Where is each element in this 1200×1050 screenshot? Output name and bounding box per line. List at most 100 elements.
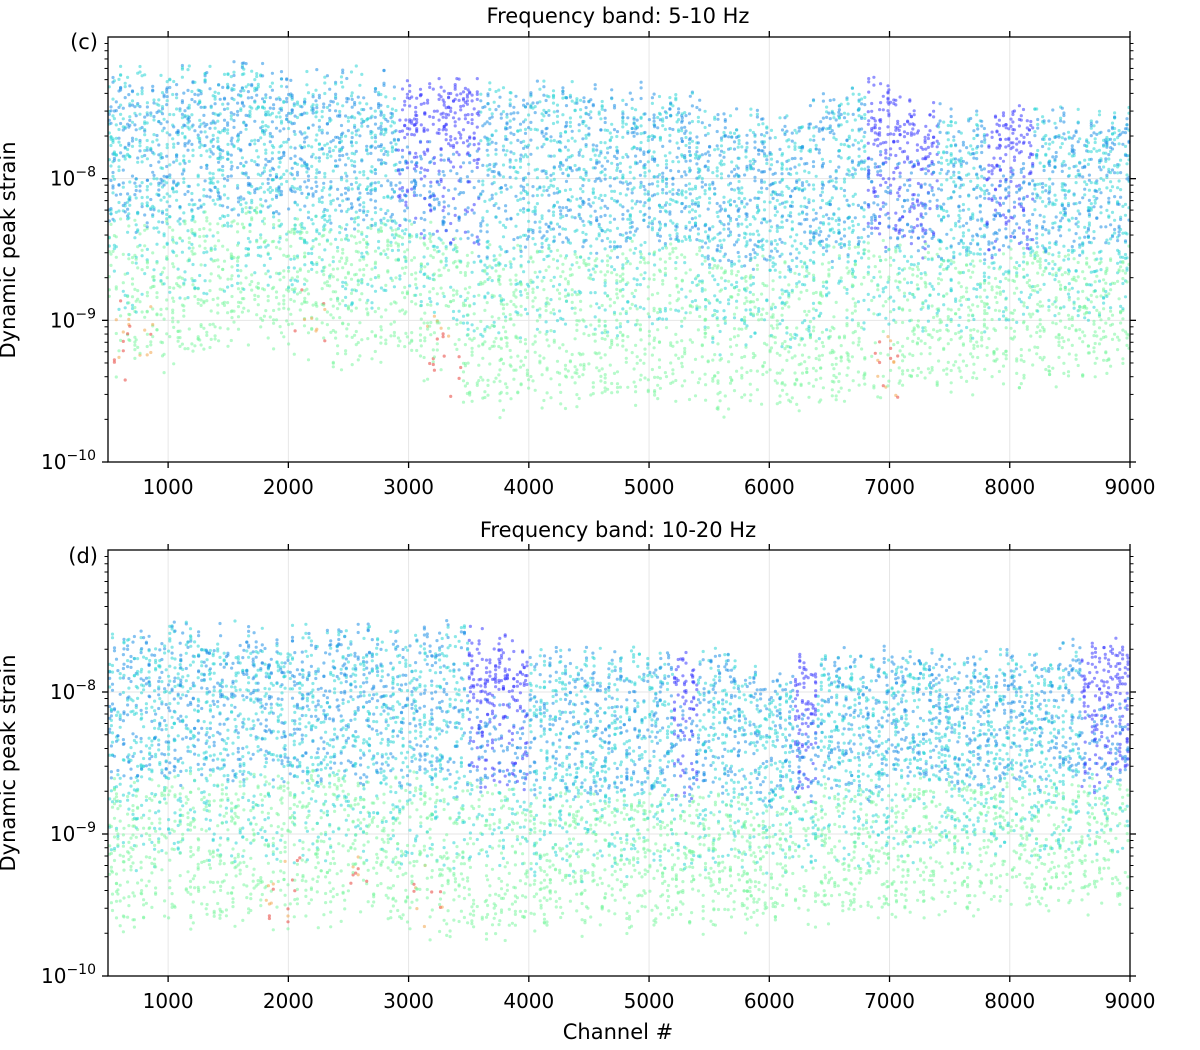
scatter-point	[408, 89, 412, 93]
scatter-point	[346, 129, 350, 133]
scatter-point	[481, 216, 485, 220]
scatter-point	[650, 353, 655, 357]
scatter-point	[226, 157, 230, 161]
scatter-point	[209, 105, 213, 110]
scatter-point	[540, 118, 544, 122]
scatter-point	[128, 104, 132, 108]
scatter-point	[370, 170, 374, 174]
scatter-point	[226, 248, 230, 252]
scatter-point	[165, 90, 169, 94]
scatter-point	[715, 249, 719, 253]
scatter-point	[523, 355, 528, 359]
scatter-point	[680, 319, 684, 323]
scatter-point	[687, 220, 692, 224]
scatter-point	[512, 246, 516, 250]
scatter-point	[606, 330, 610, 334]
scatter-point	[183, 109, 187, 113]
scatter-point	[295, 275, 300, 279]
scatter-point	[322, 303, 326, 307]
scatter-point	[591, 267, 595, 271]
scatter-point	[566, 282, 570, 286]
scatter-point	[597, 232, 601, 236]
scatter-point	[459, 321, 463, 325]
scatter-point	[463, 361, 467, 366]
scatter-point	[457, 131, 461, 135]
scatter-point	[274, 172, 279, 177]
scatter-point	[544, 132, 548, 136]
scatter-point	[346, 270, 350, 274]
scatter-point	[428, 324, 432, 328]
scatter-point	[675, 255, 679, 260]
scatter-point	[477, 113, 481, 117]
scatter-point	[459, 136, 463, 140]
scatter-point	[213, 90, 217, 94]
scatter-point	[706, 132, 710, 136]
scatter-point	[377, 126, 381, 130]
scatter-point	[354, 306, 358, 310]
scatter-point	[603, 308, 607, 312]
scatter-point	[259, 197, 263, 201]
scatter-point	[315, 317, 319, 321]
scatter-point	[664, 326, 669, 330]
scatter-point	[314, 156, 318, 160]
scatter-point	[145, 353, 149, 357]
scatter-point	[449, 135, 453, 139]
scatter-point	[538, 87, 542, 91]
scatter-point	[160, 166, 165, 170]
scatter-point	[497, 279, 501, 284]
scatter-point	[470, 93, 474, 97]
scatter-point	[589, 204, 593, 208]
scatter-point	[680, 116, 684, 120]
scatter-point	[635, 118, 639, 122]
scatter-point	[642, 307, 646, 311]
scatter-point	[405, 161, 409, 165]
scatter-point	[272, 178, 276, 182]
scatter-point	[240, 207, 244, 211]
scatter-point	[365, 213, 369, 217]
scatter-point	[508, 160, 512, 164]
scatter-point	[570, 306, 574, 310]
scatter-point	[551, 93, 556, 97]
scatter-point	[587, 256, 591, 260]
scatter-point	[535, 285, 540, 289]
scatter-point	[366, 298, 370, 302]
scatter-point	[193, 286, 197, 290]
scatter-point	[143, 223, 147, 228]
scatter-point	[428, 140, 432, 144]
scatter-point	[634, 288, 638, 293]
scatter-point	[481, 183, 485, 187]
scatter-point	[149, 343, 153, 347]
scatter-point	[638, 260, 643, 264]
scatter-point	[394, 228, 398, 232]
scatter-point	[488, 243, 492, 247]
scatter-point	[155, 177, 159, 181]
scatter-point	[266, 283, 270, 287]
scatter-point	[621, 272, 625, 276]
scatter-point	[213, 121, 217, 125]
scatter-point	[465, 321, 469, 325]
scatter-point	[394, 258, 398, 262]
scatter-point	[477, 147, 481, 151]
scatter-point	[492, 254, 496, 258]
scatter-point	[331, 316, 335, 320]
scatter-point	[403, 124, 407, 128]
scatter-point	[202, 234, 206, 238]
scatter-point	[597, 369, 601, 373]
scatter-point	[279, 331, 284, 335]
scatter-point	[400, 148, 405, 152]
scatter-point	[213, 259, 217, 263]
scatter-point	[300, 146, 304, 150]
scatter-point	[635, 361, 639, 365]
scatter-point	[176, 129, 180, 133]
scatter-point	[653, 336, 657, 340]
scatter-point	[400, 168, 405, 172]
scatter-point	[218, 155, 222, 159]
scatter-point	[600, 104, 604, 108]
scatter-point	[339, 209, 344, 213]
scatter-point	[715, 201, 719, 206]
scatter-point	[706, 257, 710, 261]
scatter-point	[202, 227, 206, 231]
scatter-point	[551, 101, 556, 105]
scatter-point	[119, 103, 123, 107]
scatter-point	[492, 344, 496, 348]
